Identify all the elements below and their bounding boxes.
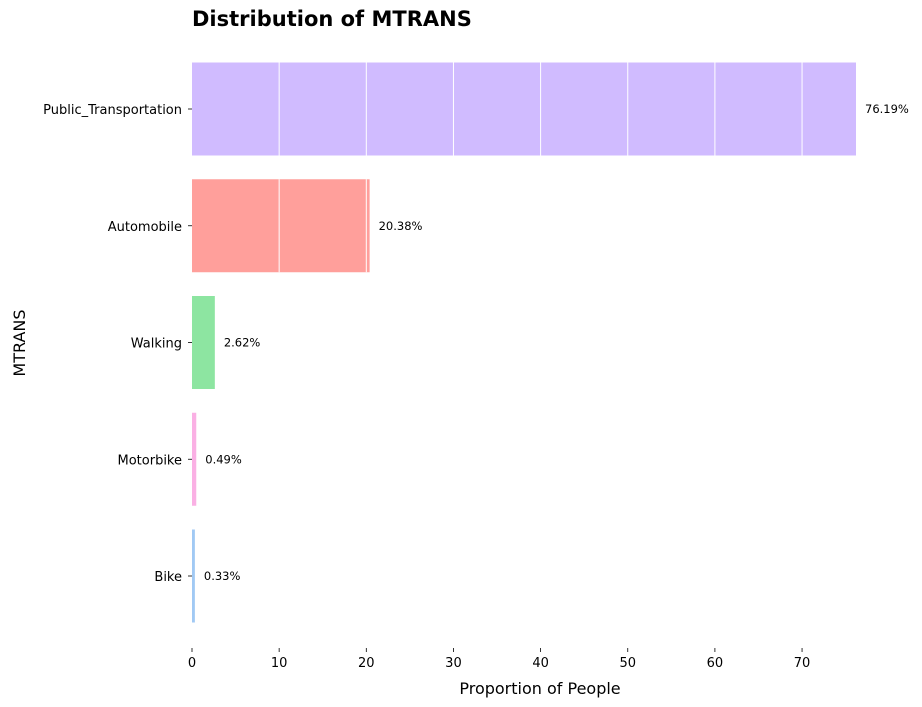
y-axis-label: MTRANS: [10, 309, 29, 376]
x-axis-label: Proportion of People: [459, 679, 620, 698]
y-tick-group: Public_Transportation Automobile Walking Mo…: [43, 103, 192, 585]
bar-automobile: [192, 179, 370, 273]
data-label-group: 76.19% 20.38% 2.62% 0.49% 0.33%: [204, 102, 909, 583]
bar-motorbike: [192, 412, 197, 506]
bar-public-transportation: [192, 62, 856, 156]
y-tick-label: Automobile: [108, 220, 182, 235]
x-tick-label: 20: [358, 656, 375, 671]
y-tick-label: Public_Transportation: [43, 103, 182, 118]
y-tick-label: Bike: [154, 570, 182, 585]
x-tick-label: 10: [271, 656, 288, 671]
x-tick-label: 40: [532, 656, 549, 671]
x-tick-label: 70: [794, 656, 811, 671]
x-tick-label: 0: [188, 656, 196, 671]
gridlines-group: [278, 62, 803, 273]
bars-group: [192, 62, 856, 623]
x-tick-label: 30: [445, 656, 462, 671]
data-label: 0.33%: [204, 569, 241, 583]
y-tick-label: Motorbike: [118, 453, 183, 468]
bar-bike: [192, 529, 195, 623]
x-tick-label: 50: [619, 656, 636, 671]
data-label: 2.62%: [224, 336, 261, 350]
y-tick-label: Walking: [131, 337, 182, 352]
data-label: 0.49%: [205, 452, 242, 466]
data-label: 20.38%: [379, 219, 423, 233]
x-tick-label: 60: [707, 656, 724, 671]
chart-title: Distribution of MTRANS: [192, 7, 472, 31]
data-label: 76.19%: [865, 102, 909, 116]
bar-walking: [192, 296, 215, 389]
x-tick-group: 0 10 20 30 40 50 60 70: [188, 648, 810, 671]
